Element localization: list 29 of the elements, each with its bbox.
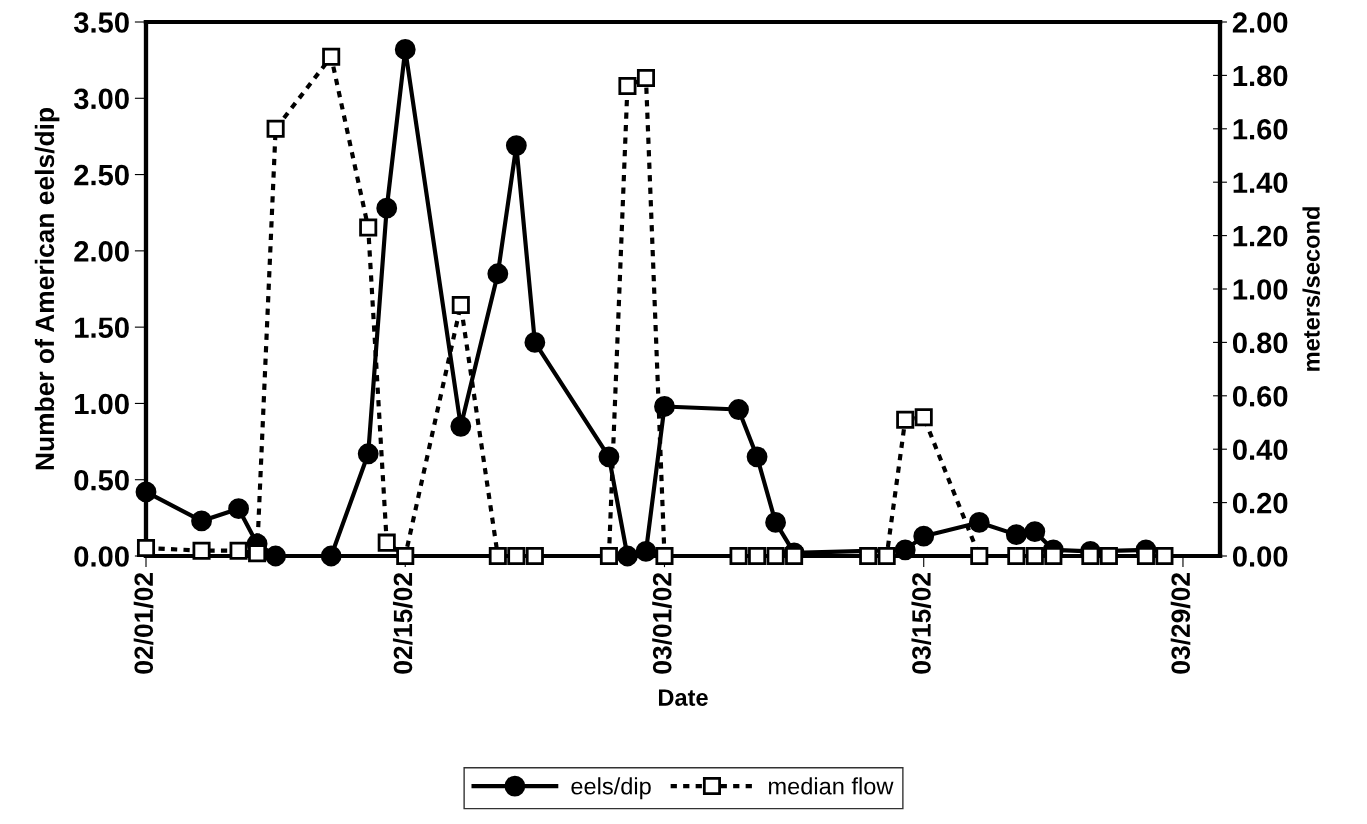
x-tick-label: 03/01/02 xyxy=(652,573,672,674)
x-axis-title: Date xyxy=(658,689,708,706)
y-tick-label: 0.50 xyxy=(74,469,129,491)
y-tick-label: 2.00 xyxy=(74,241,129,262)
y2-tick-label: 1.40 xyxy=(1233,172,1288,194)
y2-tick-label: 0.40 xyxy=(1232,439,1288,461)
y2-tick-label: 0.20 xyxy=(1232,492,1288,514)
y-tick-label: 1.00 xyxy=(75,393,129,415)
x-tick-label: 03/29/02 xyxy=(1170,573,1191,674)
x-tick-label: 03/15/02 xyxy=(911,573,932,674)
legend-label: eels/dip xyxy=(571,777,651,800)
y2-tick-label: 1.00 xyxy=(1233,279,1288,300)
y2-tick-label: 1.80 xyxy=(1233,65,1288,87)
x-tick-label: 02/01/02 xyxy=(133,573,154,674)
y2-tick-label: 2.00 xyxy=(1232,12,1288,33)
x-tick-label: 02/15/02 xyxy=(392,573,413,674)
y-tick-label: 2.50 xyxy=(74,164,129,186)
y2-tick-label: 0.60 xyxy=(1232,386,1288,407)
y2-tick-label: 0.00 xyxy=(1232,546,1288,567)
y2-tick-label: 1.60 xyxy=(1233,119,1288,140)
y2-tick-label: 1.20 xyxy=(1233,225,1288,247)
y-tick-label: 0.00 xyxy=(74,546,129,567)
y-axis-title: Number of American eels/dip xyxy=(34,108,60,470)
legend-label: median flow xyxy=(769,777,894,795)
y-tick-label: 3.50 xyxy=(73,12,129,33)
y2-axis-title: meters/second xyxy=(1302,207,1321,371)
y-tick-label: 1.50 xyxy=(75,317,129,338)
y2-tick-label: 0.80 xyxy=(1232,332,1288,354)
y-tick-label: 3.00 xyxy=(73,88,129,110)
